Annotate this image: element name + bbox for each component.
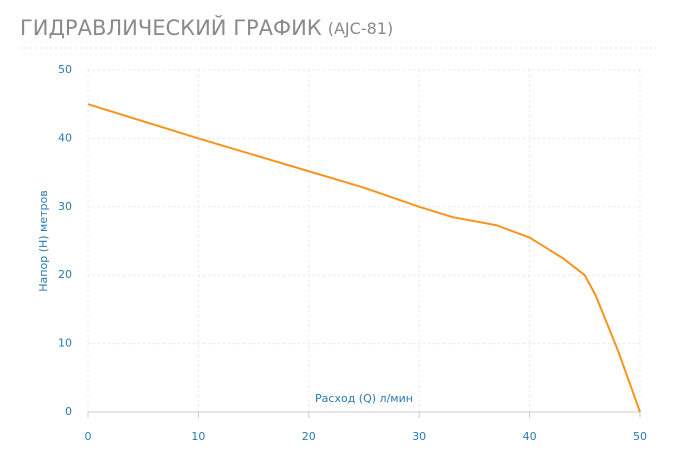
x-tick-label: 0 (85, 430, 92, 443)
x-tick-label: 20 (302, 430, 316, 443)
y-tick-label: 40 (58, 131, 72, 144)
line (87, 103, 641, 413)
y-tick-label: 30 (58, 200, 72, 213)
y-tick-label: 10 (58, 337, 72, 350)
y-tick-label: 0 (65, 405, 72, 418)
y-tick-label: 50 (58, 63, 72, 76)
x-tick-label: 50 (633, 430, 647, 443)
x-tick-label: 10 (191, 430, 205, 443)
y-axis-label: Напор (H) метров (37, 190, 50, 291)
y-tick-label: 20 (58, 268, 72, 281)
title: ГИДРАВЛИЧЕСКИЙ ГРАФИК (20, 15, 322, 40)
subtitle: (AJC-81) (328, 19, 393, 38)
chart-title: ГИДРАВЛИЧЕСКИЙ ГРАФИК (AJC-81) (20, 15, 393, 40)
x-tick-label: 40 (523, 430, 537, 443)
x-axis-label: Расход (Q) л/мин (315, 392, 413, 405)
x-tick-label: 30 (412, 430, 426, 443)
